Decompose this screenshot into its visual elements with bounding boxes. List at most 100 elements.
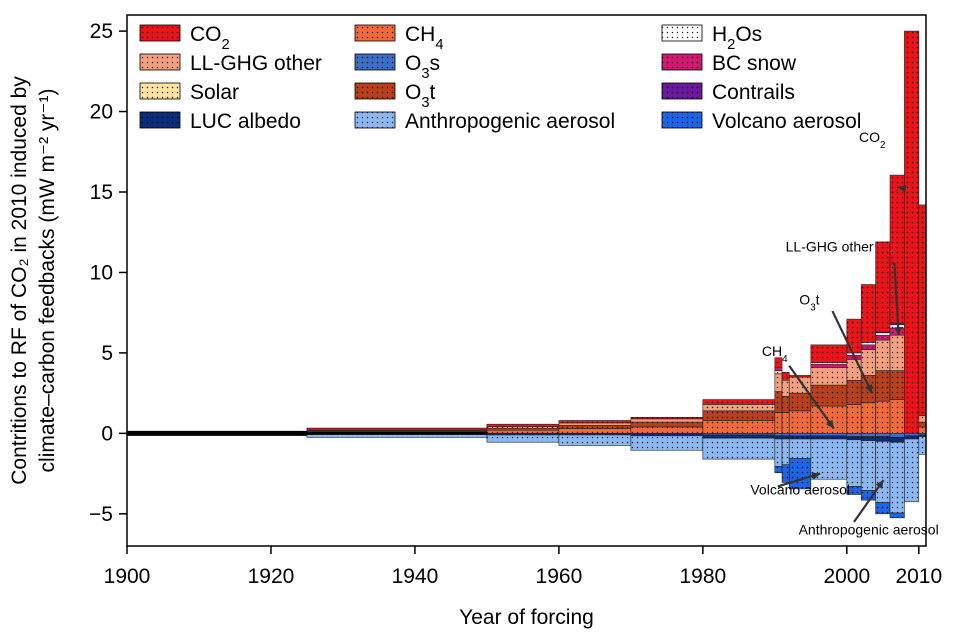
x-tick-label-1920: 1920 — [248, 565, 295, 588]
annotation-label-co2-text: CO — [859, 129, 880, 145]
bar-1950-co2 — [486, 423, 560, 427]
legend-label-o3t-text: O — [405, 81, 421, 104]
legend-label-luc: LUC albedo — [190, 110, 301, 133]
bar-2000-o3t — [846, 379, 862, 405]
legend-label-bc: BC snow — [712, 52, 797, 75]
legend-label-o3s-text: O — [405, 52, 421, 75]
bar-1995-o3s — [810, 433, 848, 437]
bar-2004-llghg — [875, 339, 891, 371]
axes-layer: 1900 1920 1940 1960 1980 2000 2010 −5 0 5 10 15 20 25 — [89, 20, 942, 588]
bar-1990-bc — [774, 367, 783, 371]
bar-1980-aer — [702, 437, 776, 460]
legend-item-llghg: LL-GHG other — [139, 52, 322, 75]
x-tick-label-1980: 1980 — [679, 565, 726, 588]
annotation-llghg: LL-GHG other — [786, 239, 903, 336]
bar-2006-volc — [889, 512, 905, 519]
bar-2010-co2 — [918, 204, 927, 416]
bar-2004-aer — [875, 441, 891, 503]
bar-2002-bc — [860, 344, 876, 350]
bar-1970-ch4 — [630, 426, 704, 434]
bar-2008-aer — [904, 438, 920, 503]
legend-item-volc: Volcano aerosol — [661, 110, 861, 133]
legend-label-co2-subscript: 2 — [222, 37, 230, 53]
y-tick-label-25: 25 — [90, 20, 113, 43]
legend-label-o3t: O3t — [405, 81, 436, 111]
annotation-arrow-aer — [853, 479, 885, 523]
y-axis-label-line1: Contritions to RF of CO₂ in 2010 induced… — [8, 76, 31, 485]
bar-1990-solar — [774, 370, 783, 375]
x-tick-label-1960: 1960 — [536, 565, 583, 588]
bar-1991-volc — [781, 464, 790, 483]
bar-1970-co2 — [630, 416, 704, 420]
bar-1980-luc — [702, 434, 776, 439]
x-axis-label: Year of forcing — [459, 606, 594, 629]
bar-1950-aer — [486, 434, 560, 443]
legend-label-solar: Solar — [190, 81, 239, 104]
bar-2008-co2 — [904, 30, 920, 434]
legend-item-o3s: O3s — [354, 52, 440, 82]
bar-1925-co2 — [306, 427, 488, 431]
bar-1995-co2 — [810, 344, 848, 363]
bar-1995-o3t — [810, 384, 848, 407]
legend-label-solar-text: Solar — [190, 81, 239, 104]
bar-1960-aer — [558, 434, 632, 446]
legend-label-llghg: LL-GHG other — [190, 52, 322, 75]
legend-label-co2-text: CO — [190, 23, 222, 46]
annotation-ch4: CH4 — [762, 343, 835, 430]
annotation-arrow-llghg — [893, 262, 900, 336]
annotation-arrowhead-aer — [875, 480, 884, 489]
x-tick-label-2000: 2000 — [823, 565, 870, 588]
bar-1992-ch4 — [788, 410, 812, 434]
bar-1980-co2 — [702, 399, 776, 405]
legend-label-contrails: Contrails — [712, 81, 795, 104]
bars-layer — [126, 30, 927, 519]
bar-2004-h2os — [875, 332, 891, 336]
bar-2006-o3s — [889, 433, 905, 438]
legend-label-bc-text: BC snow — [712, 52, 797, 75]
legend-label-h2os: H2Os — [712, 23, 762, 53]
bar-2002-o3s — [860, 433, 876, 437]
bar-1970-aer — [630, 435, 704, 451]
annotation-label-volc: Volcano aerosol — [750, 482, 850, 498]
bar-1991-llghg — [781, 379, 790, 397]
bar-1960-o3t — [558, 425, 632, 429]
bar-1980-ch4 — [702, 420, 776, 434]
legend-item-bc: BC snow — [661, 52, 797, 75]
bar-1991-co2 — [781, 371, 790, 381]
bar-1990-co2 — [774, 357, 783, 368]
annotation-volc: Volcano aerosol — [750, 472, 850, 498]
annotation-co2: CO2 — [859, 129, 907, 193]
bar-2004-o3s — [875, 433, 891, 437]
annotations-layer: CO2 LL-GHG other O3t CH4 Volcano aerosol Anth… — [750, 129, 938, 538]
bar-2006-aer — [889, 441, 905, 514]
bar-1992-o3s — [788, 433, 812, 437]
bar-1960-llghg — [558, 422, 632, 426]
legend-label-o3s: O3s — [405, 52, 440, 82]
x-tick-label-1900: 1900 — [104, 565, 151, 588]
legend-item-luc: LUC albedo — [139, 110, 301, 133]
y-tick-label-5: 5 — [101, 342, 113, 365]
bar-1960-ch4 — [558, 428, 632, 434]
annotation-label-volc-text: Volcano aerosol — [750, 482, 850, 498]
legend-label-ch4: CH4 — [405, 23, 444, 53]
bar-1980-llghg — [702, 404, 776, 412]
annotation-label-aer-text: Anthropogenic aerosol — [799, 522, 939, 538]
legend-label-contrails-text: Contrails — [712, 81, 795, 104]
legend-item-h2os: H2Os — [661, 23, 762, 53]
bar-1990-volc — [774, 466, 783, 474]
bar-1950-ch4 — [486, 429, 560, 434]
bar-1995-bc — [810, 363, 848, 368]
legend-label-luc-text: LUC albedo — [190, 110, 301, 133]
legend-label-ch4-subscript: 4 — [435, 37, 443, 53]
bar-1992-luc — [788, 435, 812, 440]
annotation-label-o3t: O3t — [799, 292, 819, 314]
legend-label-o3t-subscript: 3 — [421, 95, 429, 111]
annotation-arrowhead-ch4 — [825, 419, 834, 429]
annotation-label-llghg: LL-GHG other — [786, 239, 874, 255]
annotation-label-llghg-text: LL-GHG other — [786, 239, 874, 255]
bar-2002-ch4 — [860, 402, 876, 434]
annotation-arrowhead-o3t — [864, 384, 873, 394]
annotation-label-o3t-suffix: t — [816, 292, 820, 308]
bar-2006-luc — [889, 437, 905, 443]
annotation-arrowhead-co2 — [897, 184, 907, 193]
